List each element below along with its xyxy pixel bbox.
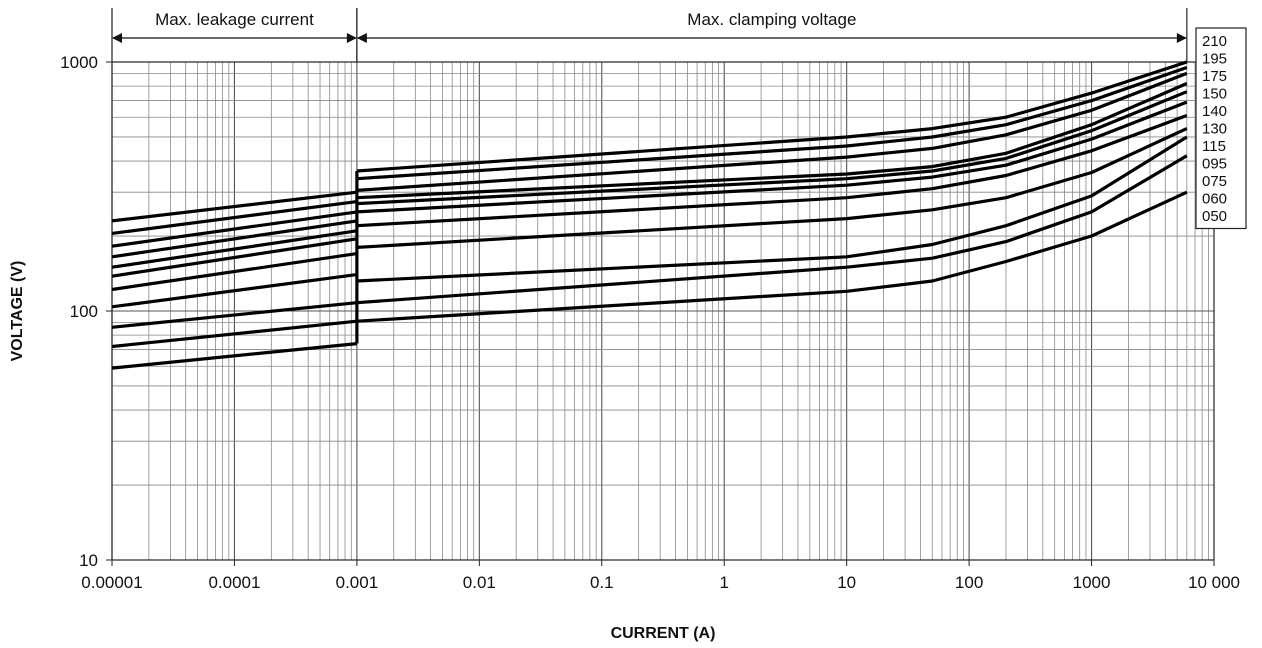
y-axis-title: VOLTAGE (V) bbox=[9, 261, 26, 362]
series-150 bbox=[111, 82, 1188, 259]
y-tick-label: 10 bbox=[79, 551, 98, 570]
x-axis-ticks: 0.00001 0.0001 0.001 0.01 0.1 1 10 100 1000 10 00… bbox=[81, 560, 1240, 592]
series-150-clamping-line bbox=[356, 82, 1188, 200]
series-195-leakage-line bbox=[111, 200, 358, 235]
legend-item-095: 095 bbox=[1202, 156, 1227, 173]
series-095 bbox=[111, 127, 1188, 309]
legend-item-115: 115 bbox=[1202, 138, 1226, 155]
series-075 bbox=[111, 135, 1188, 329]
x-tick-label: 1000 bbox=[1073, 573, 1111, 592]
series-195 bbox=[111, 65, 1188, 235]
y-tick-label: 100 bbox=[70, 302, 98, 321]
series-115-clamping-line bbox=[356, 113, 1188, 228]
series-175-leakage-line bbox=[111, 210, 358, 248]
legend-box bbox=[1195, 27, 1247, 230]
legend-item-060: 060 bbox=[1202, 191, 1227, 208]
x-tick-label: 10 bbox=[837, 573, 856, 592]
y-axis-ticks: 10 100 1000 bbox=[60, 53, 112, 570]
legend-item-140: 140 bbox=[1202, 103, 1227, 120]
x-tick-label: 100 bbox=[955, 573, 983, 592]
series-140-clamping-line bbox=[356, 90, 1188, 206]
x-tick-label: 0.1 bbox=[590, 573, 614, 592]
series-layer bbox=[111, 60, 1188, 370]
annotations: Max. leakage current Max. clamping volta… bbox=[111, 8, 1188, 62]
x-tick-label: 1 bbox=[719, 573, 728, 592]
series-095-clamping-line bbox=[356, 127, 1188, 249]
series-130-clamping-line bbox=[356, 100, 1188, 214]
annotation-clamping-label: Max. clamping voltage bbox=[687, 10, 856, 29]
series-150-leakage-line bbox=[111, 219, 358, 259]
series-050 bbox=[111, 190, 1188, 370]
series-050-leakage-line bbox=[111, 342, 358, 370]
legend-item-150: 150 bbox=[1202, 86, 1227, 103]
series-195-clamping-line bbox=[356, 65, 1188, 181]
series-175-clamping-line bbox=[356, 71, 1188, 192]
series-115 bbox=[111, 113, 1188, 292]
legend-item-175: 175 bbox=[1202, 68, 1227, 85]
x-tick-label: 0.0001 bbox=[208, 573, 260, 592]
series-130-leakage-line bbox=[111, 237, 358, 278]
series-075-clamping-line bbox=[356, 135, 1188, 283]
x-tick-label: 0.001 bbox=[336, 573, 379, 592]
series-060-clamping-line bbox=[356, 154, 1188, 305]
x-tick-label: 0.00001 bbox=[81, 573, 142, 592]
x-tick-label: 0.01 bbox=[463, 573, 496, 592]
series-115-leakage-line bbox=[111, 252, 358, 292]
annotation-leakage-label: Max. leakage current bbox=[155, 10, 314, 29]
series-130 bbox=[111, 100, 1188, 278]
legend-item-210: 210 bbox=[1202, 33, 1227, 50]
x-tick-label: 10 000 bbox=[1188, 573, 1240, 592]
y-tick-label: 1000 bbox=[60, 53, 98, 72]
legend-item-195: 195 bbox=[1202, 51, 1227, 68]
series-075-leakage-line bbox=[111, 301, 358, 329]
legend-item-050: 050 bbox=[1202, 208, 1227, 225]
series-210-leakage-line bbox=[111, 190, 358, 223]
series-050-clamping-line bbox=[356, 190, 1188, 323]
series-175 bbox=[111, 71, 1188, 248]
series-140 bbox=[111, 90, 1188, 269]
x-axis-title: CURRENT (A) bbox=[611, 625, 716, 642]
series-140-leakage-line bbox=[111, 229, 358, 269]
series-095-leakage-line bbox=[111, 273, 358, 309]
series-060 bbox=[111, 154, 1188, 349]
legend-item-130: 130 bbox=[1202, 121, 1227, 138]
series-210 bbox=[111, 60, 1188, 223]
series-060-leakage-line bbox=[111, 319, 358, 349]
legend-item-075: 075 bbox=[1202, 173, 1227, 190]
series-210-clamping-line bbox=[356, 60, 1188, 173]
